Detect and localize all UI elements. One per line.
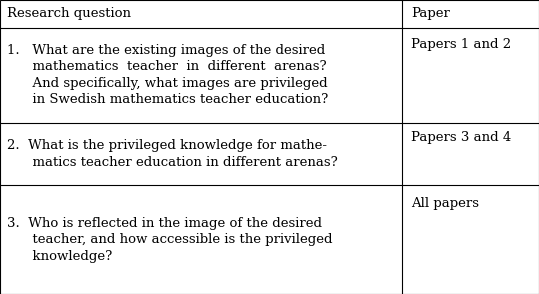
Text: 1.   What are the existing images of the desired
      mathematics  teacher  in : 1. What are the existing images of the d… (7, 44, 328, 106)
Text: Papers 1 and 2: Papers 1 and 2 (411, 38, 512, 51)
Text: Papers 3 and 4: Papers 3 and 4 (411, 131, 512, 144)
Text: Paper: Paper (411, 7, 450, 20)
Text: 2.  What is the privileged knowledge for mathe-
      matics teacher education i: 2. What is the privileged knowledge for … (7, 139, 338, 169)
Text: All papers: All papers (411, 197, 479, 210)
Text: 3.  Who is reflected in the image of the desired
      teacher, and how accessib: 3. Who is reflected in the image of the … (7, 217, 333, 263)
Text: Research question: Research question (7, 7, 131, 20)
